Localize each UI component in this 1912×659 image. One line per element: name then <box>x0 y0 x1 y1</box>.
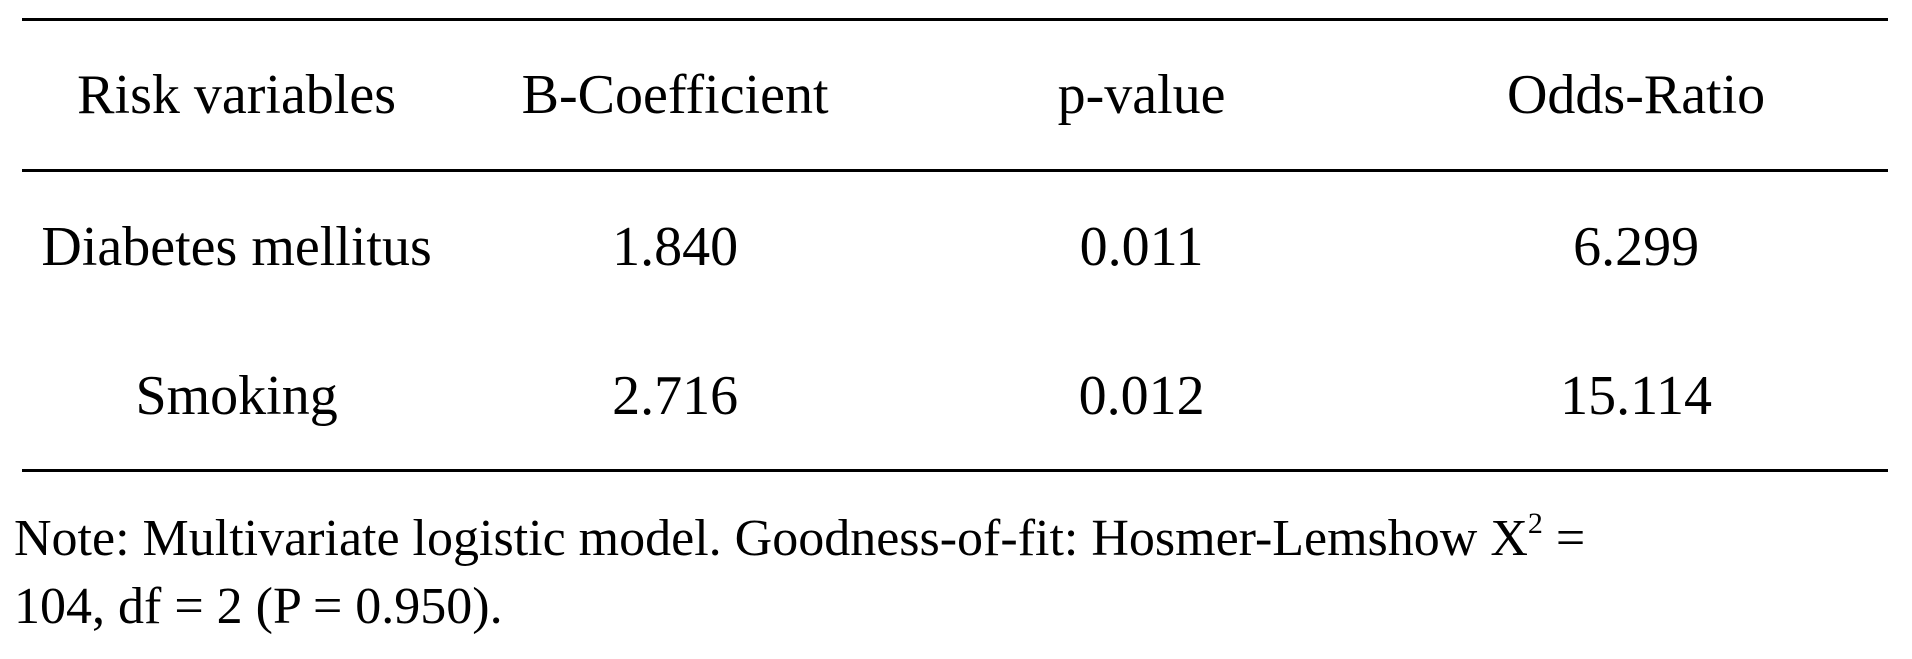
cell-p-value: 0.011 <box>1079 216 1204 278</box>
table-note: Note: Multivariate logistic model. Goodn… <box>14 505 1904 641</box>
cell-variable: Smoking <box>135 364 338 427</box>
cell-b-coefficient: 1.840 <box>612 216 739 278</box>
note-line-1: Note: Multivariate logistic model. Goodn… <box>14 505 1904 573</box>
header-risk-variables: Risk variables <box>77 64 396 126</box>
header-b-coefficient: B-Coefficient <box>521 64 829 126</box>
cell-odds-ratio: 6.299 <box>1573 216 1700 278</box>
table-row: Diabetes mellitus 1.840 0.011 6.299 <box>22 171 1888 323</box>
note-text: Note: Multivariate logistic model. Goodn… <box>14 510 1528 567</box>
cell-odds-ratio: 15.114 <box>1560 364 1713 427</box>
table-row: Smoking 2.716 0.012 15.114 <box>22 322 1888 471</box>
note-line-2: 104, df = 2 (P = 0.950). <box>14 578 503 635</box>
table-header: Risk variables B-Coefficient p-value Odd… <box>22 19 1888 171</box>
results-table-container: Risk variables B-Coefficient p-value Odd… <box>22 18 1888 472</box>
note-superscript: 2 <box>1527 507 1543 540</box>
cell-p-value: 0.012 <box>1078 364 1205 427</box>
header-row: Risk variables B-Coefficient p-value Odd… <box>22 19 1888 171</box>
note-equals: = <box>1542 510 1586 567</box>
header-p-value: p-value <box>1057 64 1226 126</box>
cell-b-coefficient: 2.716 <box>612 364 739 427</box>
cell-variable: Diabetes mellitus <box>41 216 432 278</box>
results-table: Risk variables B-Coefficient p-value Odd… <box>22 18 1888 472</box>
table-body: Diabetes mellitus 1.840 0.011 6.299 Smok… <box>22 171 1888 471</box>
header-odds-ratio: Odds-Ratio <box>1506 64 1766 126</box>
